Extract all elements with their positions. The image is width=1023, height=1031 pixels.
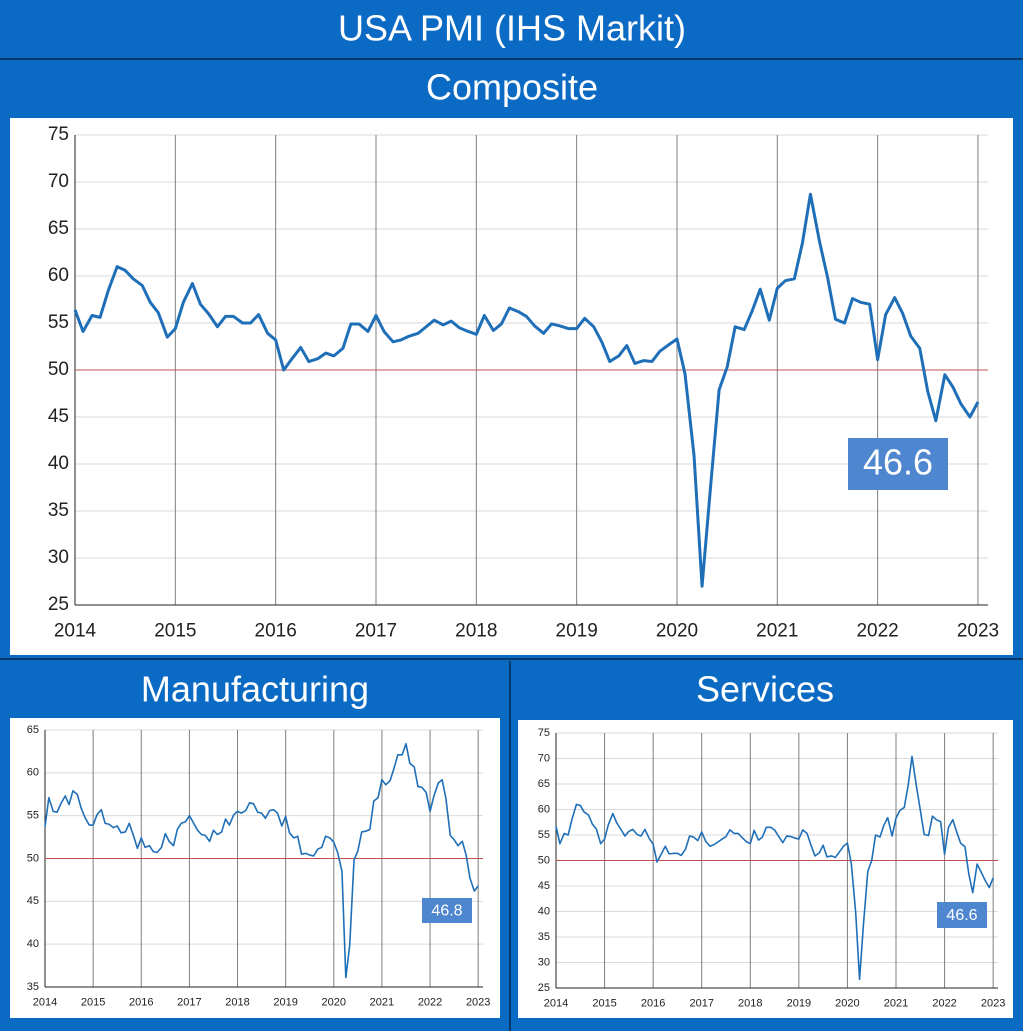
x-tick-label: 2018	[738, 997, 762, 1009]
chart-panel	[10, 718, 500, 1018]
y-tick-label: 35	[48, 500, 69, 521]
y-tick-label: 25	[538, 982, 550, 994]
y-tick-label: 55	[538, 829, 550, 841]
data-line	[73, 192, 980, 588]
value-label: 46.6	[863, 442, 933, 483]
data-line	[44, 742, 479, 979]
y-tick-label: 60	[48, 265, 69, 286]
value-label: 46.8	[431, 903, 462, 920]
data-line	[555, 755, 994, 981]
chart-title: Manufacturing	[141, 669, 369, 710]
chart-title: Services	[696, 669, 834, 710]
x-tick-label: 2020	[835, 997, 859, 1009]
x-tick-label: 2020	[656, 621, 698, 642]
value-badge	[422, 898, 472, 923]
x-tick-label: 2023	[957, 621, 999, 642]
y-tick-label: 75	[48, 124, 69, 145]
x-tick-label: 2018	[455, 621, 497, 642]
x-tick-label: 2016	[255, 621, 297, 642]
x-tick-label: 2015	[592, 997, 616, 1009]
y-tick-label: 55	[48, 312, 69, 333]
x-tick-label: 2016	[129, 996, 153, 1008]
x-tick-label: 2020	[322, 996, 346, 1008]
x-tick-label: 2019	[556, 621, 598, 642]
value-badge	[937, 902, 987, 928]
y-tick-label: 50	[48, 359, 69, 380]
x-tick-label: 2022	[418, 996, 442, 1008]
y-tick-label: 70	[538, 752, 550, 764]
x-tick-label: 2021	[884, 997, 908, 1009]
y-tick-label: 70	[48, 171, 69, 192]
y-tick-label: 25	[48, 594, 69, 615]
x-tick-label: 2022	[932, 997, 956, 1009]
y-tick-label: 50	[27, 852, 39, 864]
y-tick-label: 45	[538, 880, 550, 892]
x-tick-label: 2014	[544, 997, 568, 1009]
y-tick-label: 65	[538, 778, 550, 790]
chart-panel	[518, 720, 1013, 1018]
x-tick-label: 2014	[54, 621, 97, 642]
y-tick-label: 45	[48, 406, 69, 427]
x-tick-label: 2023	[466, 996, 490, 1008]
x-tick-label: 2018	[225, 996, 249, 1008]
value-label: 46.6	[946, 907, 977, 924]
y-tick-label: 65	[48, 218, 69, 239]
chart-panel	[10, 118, 1013, 655]
y-tick-label: 45	[27, 895, 39, 907]
y-tick-label: 40	[538, 905, 550, 917]
x-tick-label: 2023	[981, 997, 1005, 1009]
x-tick-label: 2019	[787, 997, 811, 1009]
x-tick-label: 2019	[273, 996, 297, 1008]
x-tick-label: 2022	[856, 621, 898, 642]
x-tick-label: 2017	[355, 621, 397, 642]
y-tick-label: 30	[48, 547, 69, 568]
x-tick-label: 2016	[641, 997, 665, 1009]
x-tick-label: 2021	[756, 621, 798, 642]
y-tick-label: 35	[538, 931, 550, 943]
y-tick-label: 60	[27, 767, 39, 779]
y-tick-label: 75	[538, 727, 550, 739]
page-title: USA PMI (IHS Markit)	[338, 8, 686, 49]
x-tick-label: 2017	[177, 996, 201, 1008]
x-tick-label: 2015	[154, 621, 196, 642]
y-tick-label: 65	[27, 724, 39, 736]
x-tick-label: 2015	[81, 996, 105, 1008]
chart-title: Composite	[426, 67, 598, 108]
x-tick-label: 2014	[33, 996, 57, 1008]
x-tick-label: 2017	[689, 997, 713, 1009]
y-tick-label: 50	[538, 854, 550, 866]
y-tick-label: 40	[48, 453, 69, 474]
y-tick-label: 55	[27, 810, 39, 822]
y-tick-label: 60	[538, 803, 550, 815]
y-tick-label: 30	[538, 956, 550, 968]
value-badge	[848, 438, 948, 490]
x-tick-label: 2021	[370, 996, 394, 1008]
y-tick-label: 40	[27, 938, 39, 950]
y-tick-label: 35	[27, 981, 39, 993]
